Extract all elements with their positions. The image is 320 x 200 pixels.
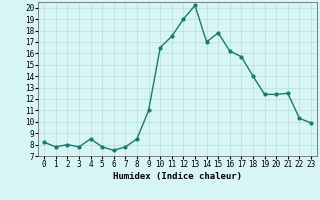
X-axis label: Humidex (Indice chaleur): Humidex (Indice chaleur) [113, 172, 242, 181]
